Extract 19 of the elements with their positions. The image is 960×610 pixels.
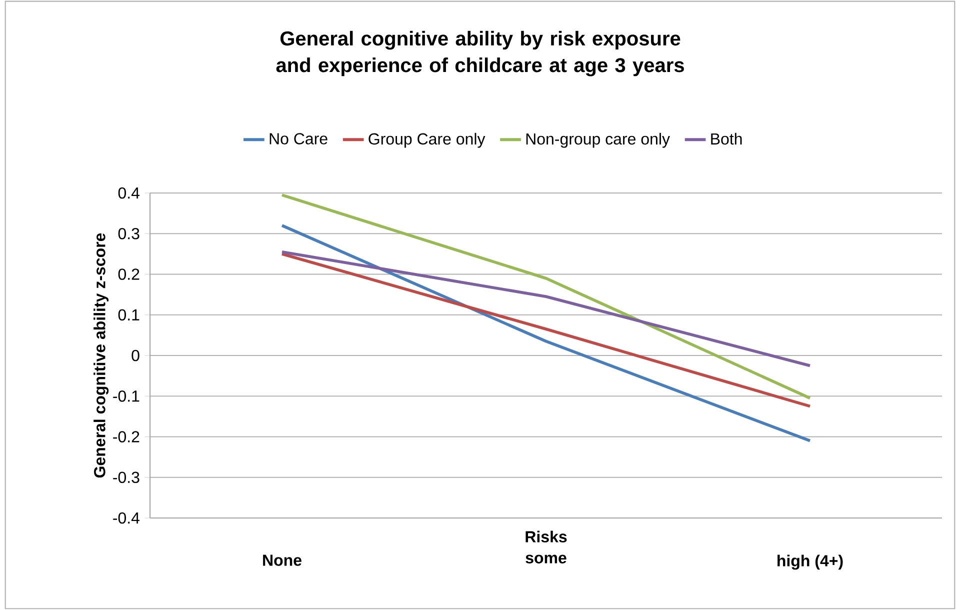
y-tick-label: -0.3 [113,472,140,484]
y-tick-label: -0.4 [113,512,140,524]
y-tick-label: 0 [132,350,140,362]
y-tick-label: 0.4 [118,187,140,199]
y-tick-label: 0.2 [118,268,140,280]
legend-label: Group Care only [368,132,486,148]
x-tick-label: high (4+) [778,554,843,570]
legend-label: No Care [270,133,328,144]
x-tick-label: some [526,554,566,564]
y-tick-label: 0.1 [118,309,140,321]
y-axis-title: General cognitive ability z-score [94,233,109,478]
chart-title: General cognitive ability by risk exposure and experience of childcare at age 3 years [276,30,684,76]
y-tick-label: -0.2 [113,431,140,442]
x-axis-title: Risks [526,530,567,542]
legend-label: Non-group care only [526,132,670,148]
y-tick-label: -0.1 [113,390,140,402]
x-tick-label: None [263,554,302,566]
legend-label: Both [711,132,742,145]
y-tick-label: 0.3 [118,228,140,240]
